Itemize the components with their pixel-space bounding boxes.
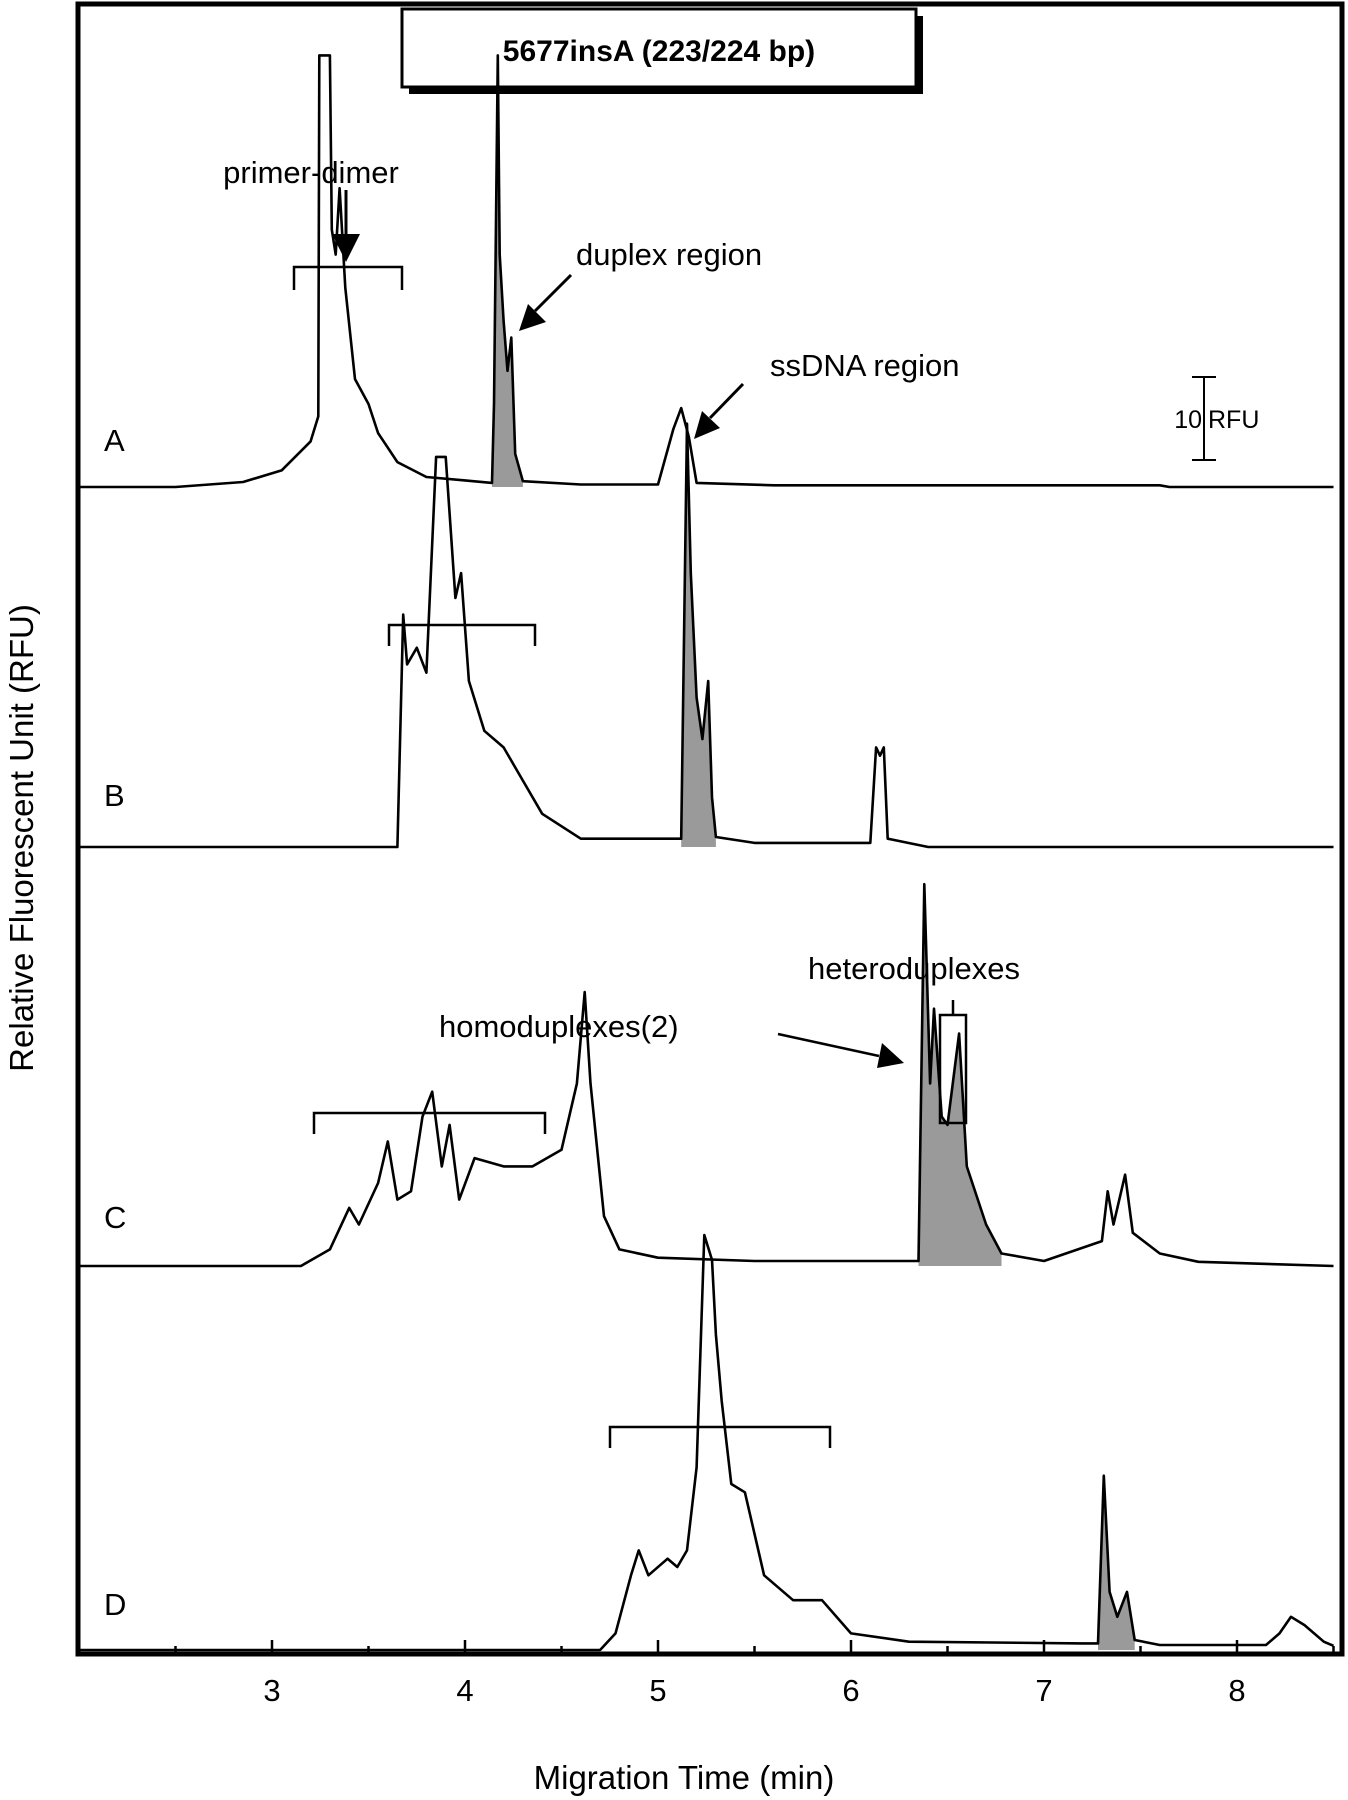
scale-bar-value: 10 [1174, 406, 1202, 434]
x-tick-label: 4 [456, 1673, 473, 1708]
arrow-primer-dimer [332, 190, 360, 262]
title-frame [400, 7, 918, 89]
title-box: 5677insA (223/224 bp) [400, 7, 923, 94]
y-axis-label: Relative Fluorescent Unit (RFU) [3, 604, 40, 1072]
bracket-c [312, 1111, 547, 1134]
plot-frame [75, 1, 1345, 1657]
trace-d-shaded-peak [1098, 1475, 1135, 1650]
bracket-d [608, 1425, 832, 1448]
panel-label-c: C [104, 1200, 126, 1235]
annotation-ssdna-region: ssDNA region [770, 348, 960, 383]
x-tick-label: 8 [1228, 1673, 1245, 1708]
arrow-ssdna-region [694, 382, 745, 439]
x-tick-label: 7 [1035, 1673, 1052, 1708]
scale-bar [1192, 376, 1216, 461]
x-axis: 3 4 5 6 7 8 [174, 1640, 1335, 1708]
arrow-homoduplexes [777, 1032, 904, 1068]
annotation-heteroduplexes: heteroduplexes [808, 951, 1020, 986]
x-axis-label: Migration Time (min) [534, 1759, 835, 1796]
trace-b-shaded-peak [681, 423, 716, 847]
trace-c-shaded-peak [918, 884, 1002, 1266]
panel-label-a: A [104, 423, 125, 458]
arrow-duplex-region [519, 273, 573, 331]
x-tick-label: 6 [842, 1673, 859, 1708]
panel-label-b: B [104, 778, 125, 813]
annotation-primer-dimer: primer-dimer [223, 155, 399, 190]
chart-title: 5677insA (223/224 bp) [503, 35, 815, 68]
panel-label-d: D [104, 1587, 126, 1622]
scale-bar-unit: RFU [1208, 406, 1259, 434]
bracket-b [387, 623, 537, 646]
trace-d [80, 1233, 1335, 1652]
annotation-homoduplexes: homoduplexes(2) [439, 1009, 679, 1044]
trace-a-shaded-peak [492, 55, 523, 488]
bracket-a [292, 265, 404, 290]
annotation-duplex-region: duplex region [576, 237, 762, 272]
traces [80, 54, 1335, 1652]
trace-c [80, 882, 1334, 1268]
x-tick-label: 3 [263, 1673, 280, 1708]
x-tick-label: 5 [649, 1673, 666, 1708]
trace-b [80, 422, 1334, 849]
